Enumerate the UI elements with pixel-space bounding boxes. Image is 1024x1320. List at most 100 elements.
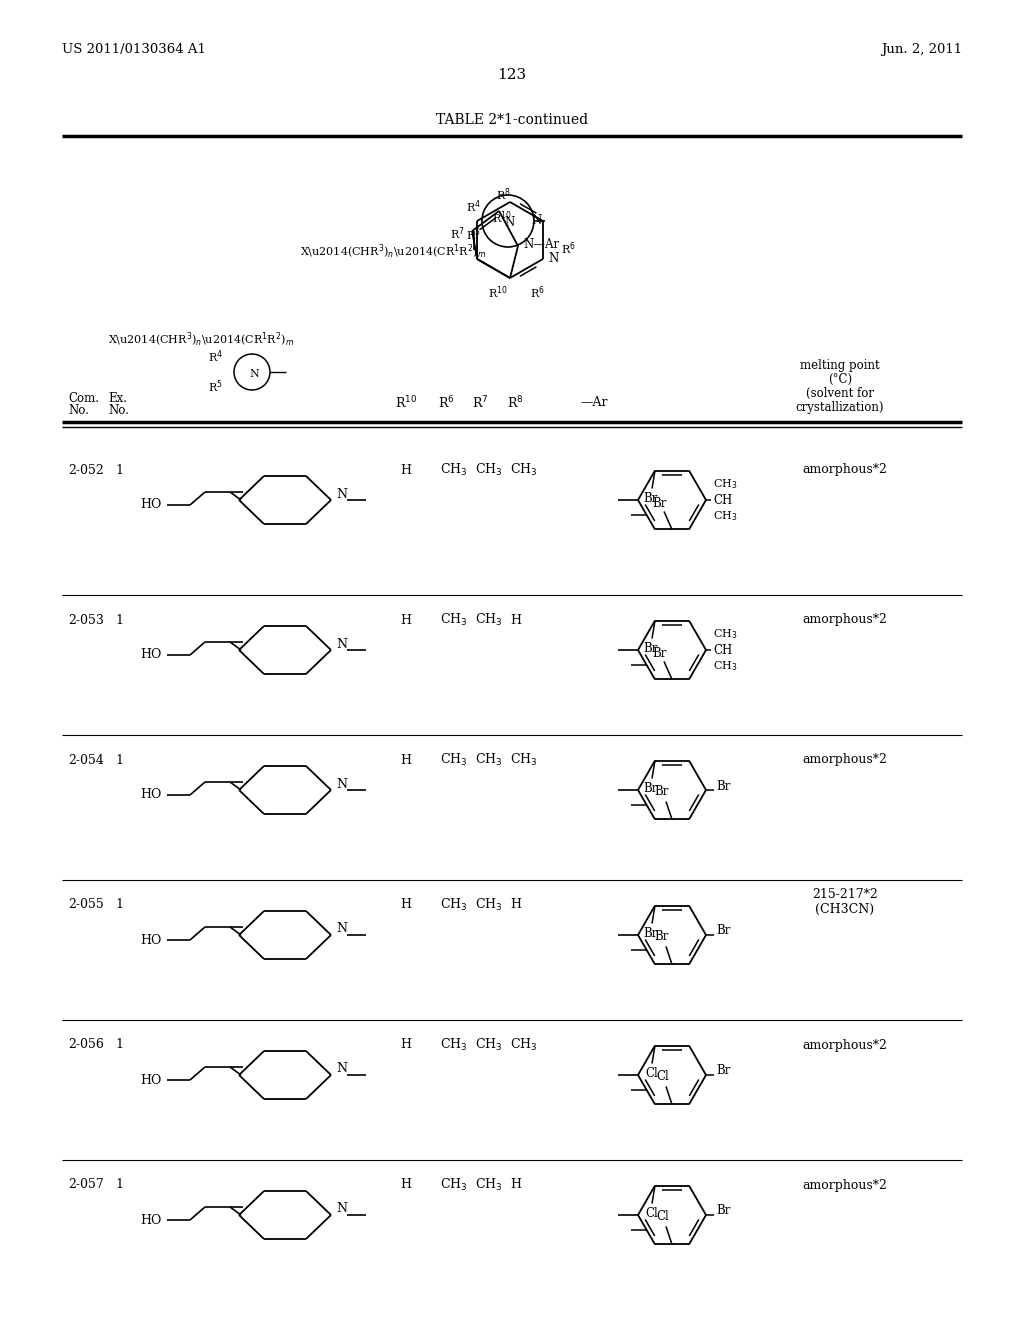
Text: CH$_3$: CH$_3$	[510, 1038, 538, 1053]
Text: CH$_3$: CH$_3$	[475, 1177, 503, 1193]
Text: X\u2014(CHR$^3$)$_n$\u2014(CR$^1$R$^2$)$_m$: X\u2014(CHR$^3$)$_n$\u2014(CR$^1$R$^2$)$…	[108, 331, 294, 348]
Text: CH$_3$: CH$_3$	[475, 752, 503, 768]
Text: H: H	[510, 1179, 521, 1192]
Text: Br: Br	[654, 931, 669, 942]
Text: Br: Br	[652, 496, 667, 510]
Text: HO: HO	[140, 1073, 162, 1086]
Text: Br: Br	[652, 647, 667, 660]
Text: N: N	[336, 777, 347, 791]
Text: amorphous*2: amorphous*2	[803, 1039, 888, 1052]
Text: 1: 1	[115, 1039, 123, 1052]
Text: R$^{10}$: R$^{10}$	[488, 285, 508, 301]
Text: R$^8$: R$^8$	[507, 395, 523, 412]
Text: R$^5$: R$^5$	[208, 379, 223, 395]
Text: H: H	[400, 754, 411, 767]
Text: 1: 1	[115, 614, 123, 627]
Text: N: N	[505, 216, 515, 230]
Text: N: N	[249, 370, 259, 379]
Text: CH$_3$: CH$_3$	[475, 1038, 503, 1053]
Text: Br: Br	[643, 781, 657, 795]
Text: X\u2014(CHR$^3$)$_n$\u2014(CR$^1$R$^2$)$_m$: X\u2014(CHR$^3$)$_n$\u2014(CR$^1$R$^2$)$…	[300, 243, 486, 261]
Text: (°C): (°C)	[828, 372, 852, 385]
Text: H: H	[510, 614, 521, 627]
Text: No.: No.	[108, 404, 129, 417]
Text: (solvent for: (solvent for	[806, 387, 874, 400]
Text: (CH3CN): (CH3CN)	[815, 903, 874, 916]
Text: R$^{10}$: R$^{10}$	[395, 395, 417, 412]
Text: amorphous*2: amorphous*2	[803, 463, 888, 477]
Text: Br: Br	[716, 924, 730, 937]
Text: 2-057: 2-057	[68, 1179, 103, 1192]
Text: HO: HO	[140, 1213, 162, 1226]
Text: 2-054: 2-054	[68, 754, 103, 767]
Text: CH$_3$: CH$_3$	[440, 898, 468, 913]
Text: CH$_3$: CH$_3$	[475, 612, 503, 628]
Text: N: N	[336, 923, 347, 936]
Text: CH$_3$: CH$_3$	[475, 462, 503, 478]
Text: CH$_3$: CH$_3$	[440, 1038, 468, 1053]
Text: 2-055: 2-055	[68, 899, 103, 912]
Text: N: N	[336, 1203, 347, 1216]
Text: melting point: melting point	[800, 359, 880, 371]
Text: H: H	[400, 1179, 411, 1192]
Text: 123: 123	[498, 69, 526, 82]
Text: CH$_3$: CH$_3$	[713, 510, 737, 523]
Text: Br: Br	[643, 927, 657, 940]
Text: N: N	[548, 252, 558, 265]
Text: crystallization): crystallization)	[796, 400, 885, 413]
Text: amorphous*2: amorphous*2	[803, 614, 888, 627]
Text: N: N	[336, 1063, 347, 1076]
Text: H: H	[510, 899, 521, 912]
Text: US 2011/0130364 A1: US 2011/0130364 A1	[62, 44, 206, 57]
Text: 2-056: 2-056	[68, 1039, 103, 1052]
Text: HO: HO	[140, 648, 162, 661]
Text: CH$_3$: CH$_3$	[440, 462, 468, 478]
Text: CH$_3$: CH$_3$	[713, 477, 737, 491]
Text: N: N	[336, 487, 347, 500]
Text: Br: Br	[643, 492, 657, 506]
Text: amorphous*2: amorphous*2	[803, 1179, 888, 1192]
Text: R$^7$: R$^7$	[472, 395, 488, 412]
Text: H: H	[400, 614, 411, 627]
Text: CH$_3$: CH$_3$	[440, 1177, 468, 1193]
Text: CH$_3$: CH$_3$	[440, 752, 468, 768]
Text: N: N	[530, 214, 541, 227]
Text: Br: Br	[654, 785, 669, 799]
Text: HO: HO	[140, 933, 162, 946]
Text: CH$_3$: CH$_3$	[510, 752, 538, 768]
Text: CH$_3$: CH$_3$	[475, 898, 503, 913]
Text: Cl: Cl	[645, 1206, 657, 1220]
Text: CH$_3$: CH$_3$	[713, 627, 737, 642]
Text: R$^6$: R$^6$	[530, 285, 545, 301]
Text: R$^{10}$: R$^{10}$	[492, 210, 512, 226]
Text: —Ar: —Ar	[580, 396, 607, 409]
Text: R$^5$: R$^5$	[466, 227, 480, 243]
Text: CH$_3$: CH$_3$	[510, 462, 538, 478]
Text: Cl: Cl	[645, 1067, 657, 1080]
Text: N: N	[336, 638, 347, 651]
Text: H: H	[400, 463, 411, 477]
Text: H: H	[400, 899, 411, 912]
Text: Br: Br	[643, 642, 657, 655]
Text: HO: HO	[140, 499, 162, 511]
Text: Br: Br	[716, 1204, 730, 1217]
Text: No.: No.	[68, 404, 89, 417]
Text: 2-053: 2-053	[68, 614, 103, 627]
Text: Br: Br	[716, 1064, 730, 1077]
Text: Jun. 2, 2011: Jun. 2, 2011	[881, 44, 962, 57]
Text: TABLE 2*1-continued: TABLE 2*1-continued	[436, 114, 588, 127]
Text: R$^6$: R$^6$	[561, 240, 575, 257]
Text: 2-052: 2-052	[68, 463, 103, 477]
Text: Ex.: Ex.	[108, 392, 127, 404]
Text: N—Ar: N—Ar	[523, 238, 559, 251]
Text: R$^7$: R$^7$	[451, 226, 465, 243]
Text: R$^6$: R$^6$	[438, 395, 455, 412]
Text: R$^8$: R$^8$	[496, 186, 511, 203]
Text: 1: 1	[115, 463, 123, 477]
Text: amorphous*2: amorphous*2	[803, 754, 888, 767]
Text: Cl: Cl	[656, 1210, 669, 1222]
Text: CH: CH	[713, 494, 732, 507]
Text: HO: HO	[140, 788, 162, 801]
Text: CH$_3$: CH$_3$	[440, 612, 468, 628]
Text: R$^4$: R$^4$	[466, 199, 481, 215]
